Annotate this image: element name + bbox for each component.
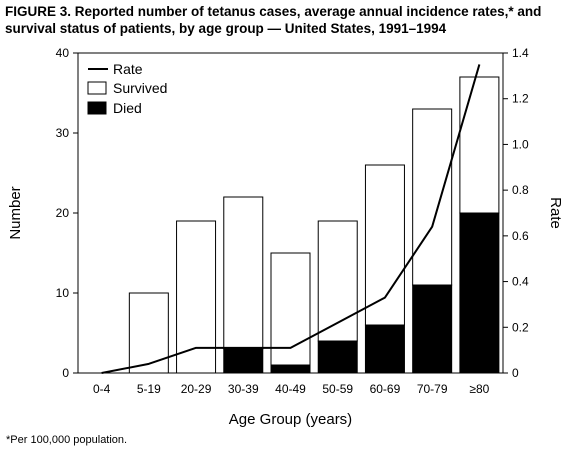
bar-survived [128, 292, 169, 374]
legend-swatch-survived [87, 81, 107, 95]
x-tick-label: 30-39 [228, 382, 259, 396]
y2-tick-label: 1.4 [512, 46, 529, 60]
x-tick-label: 70-79 [417, 382, 448, 396]
x-tick-label: 50-59 [322, 382, 353, 396]
y-axis-title: Number [7, 186, 24, 239]
legend: Rate Survived Died [87, 61, 167, 116]
y-tick-label: 30 [56, 126, 70, 140]
x-tick-label: 60-69 [370, 382, 401, 396]
bar-survived [176, 220, 217, 374]
axes: 0 10 20 30 40 0 0.2 0.4 0.6 0.8 1.0 1.2 1.4 0-4 5-19 20… [7, 46, 564, 428]
legend-swatch-died [87, 101, 107, 115]
legend-label-died: Died [113, 100, 142, 116]
y2-tick-label: 0.6 [512, 229, 529, 243]
bar-died [223, 348, 264, 374]
x-tick-label: 20-29 [181, 382, 212, 396]
y2-tick-label: 0.8 [512, 183, 529, 197]
rate-line [101, 64, 481, 374]
y2-tick-label: 0.2 [512, 320, 529, 334]
bars [128, 76, 500, 374]
x-axis-title: Age Group (years) [229, 411, 352, 428]
bar-died [364, 324, 405, 374]
bar-survived [317, 220, 358, 342]
bar-died [412, 284, 453, 374]
x-tick-label: 40-49 [275, 382, 306, 396]
y-tick-label: 0 [62, 366, 69, 380]
y2-tick-label: 0.4 [512, 275, 529, 289]
bar-survived [412, 108, 453, 286]
bar-died [317, 340, 358, 374]
bar-died [270, 364, 311, 374]
rate-line-layer [101, 64, 481, 374]
bar-survived [459, 76, 500, 214]
bar-died [459, 212, 500, 374]
y-tick-label: 20 [56, 206, 70, 220]
y2-tick-label: 0 [512, 366, 519, 380]
y2-tick-label: 1.2 [512, 92, 529, 106]
footnote: *Per 100,000 population. [6, 434, 128, 446]
legend-label-rate: Rate [113, 61, 143, 77]
x-tick-label: 0-4 [93, 382, 111, 396]
y2-tick-label: 1.0 [512, 137, 529, 151]
y-tick-label: 10 [56, 286, 70, 300]
x-tick-label: ≥80 [469, 382, 489, 396]
bar-survived [364, 164, 405, 326]
x-tick-label: 5-19 [137, 382, 161, 396]
bar-survived [223, 196, 264, 350]
y-tick-label: 40 [56, 46, 70, 60]
legend-label-survived: Survived [113, 80, 167, 96]
bar-survived [270, 252, 311, 366]
chart-title: FIGURE 3. Reported number of tetanus cas… [5, 4, 542, 36]
y2-axis-title: Rate [547, 197, 564, 229]
